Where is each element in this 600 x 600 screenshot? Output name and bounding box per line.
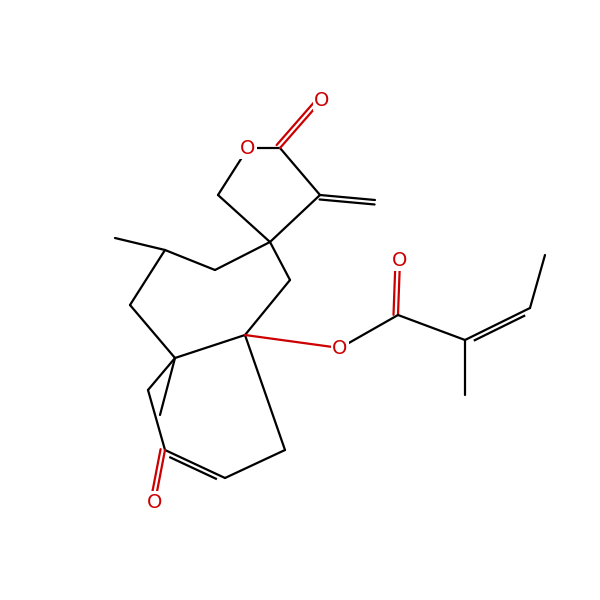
- Text: O: O: [148, 493, 163, 511]
- Text: O: O: [241, 139, 256, 157]
- Text: O: O: [314, 91, 329, 109]
- Text: O: O: [392, 251, 407, 269]
- Text: O: O: [332, 338, 347, 358]
